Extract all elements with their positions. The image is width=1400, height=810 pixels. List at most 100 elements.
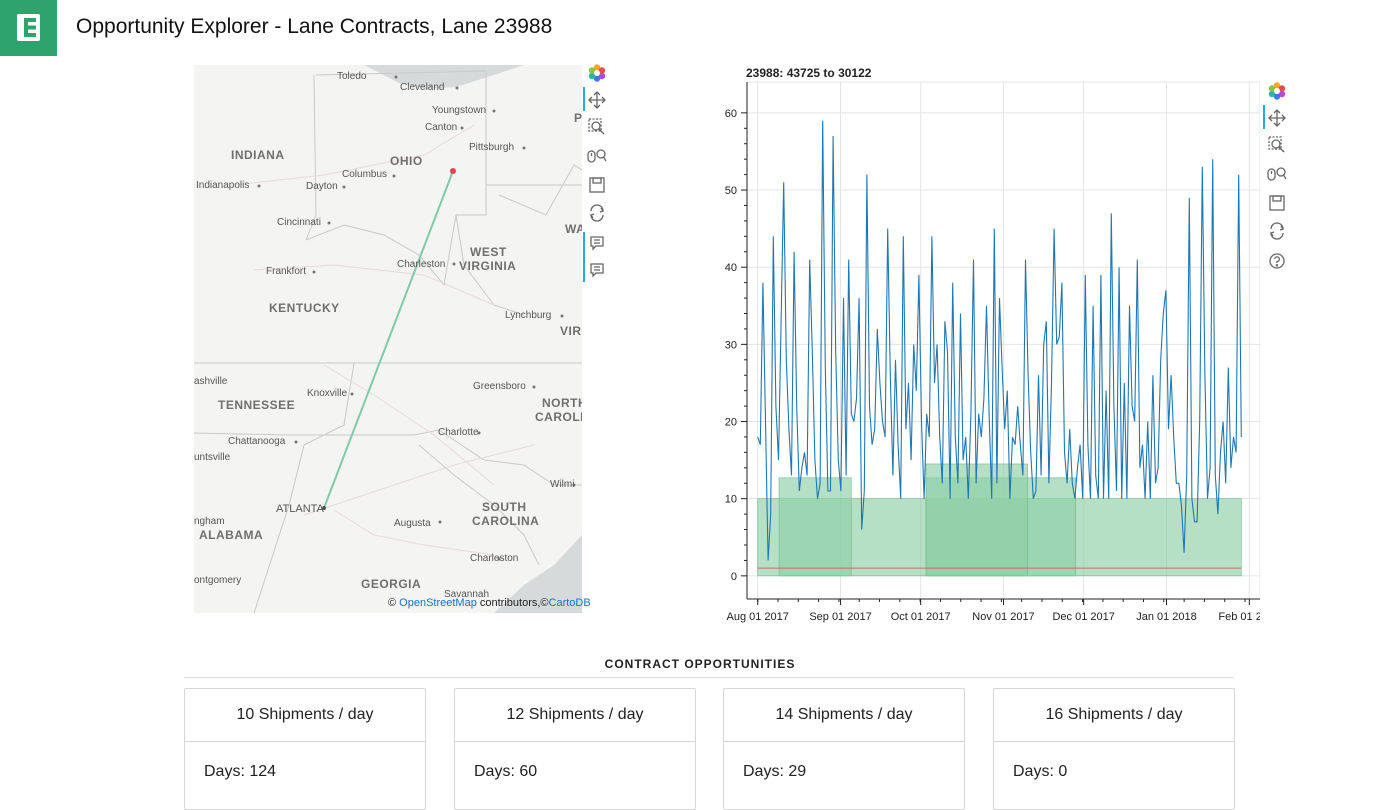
city-label: Canton bbox=[425, 122, 458, 133]
x-tick-label: Aug 01 2017 bbox=[726, 611, 788, 623]
wheel-zoom-icon[interactable] bbox=[585, 145, 609, 167]
city-label: Chattanooga bbox=[228, 436, 286, 447]
city-label: Pittsburgh bbox=[469, 142, 515, 153]
x-tick-label: Oct 01 2017 bbox=[891, 611, 951, 623]
map-attribution: © OpenStreetMap contributors,©CartoDB bbox=[388, 597, 591, 609]
leaf-logo[interactable] bbox=[0, 0, 57, 56]
y-tick-label: 10 bbox=[725, 494, 737, 506]
contract-card[interactable]: 14 Shipments / day Days: 29 bbox=[723, 688, 965, 810]
state-label: GEORGIA bbox=[361, 577, 422, 591]
city-label: Lynchburg bbox=[505, 310, 552, 321]
contract-card-days: Days: 60 bbox=[474, 763, 538, 780]
state-label: CAROLINA bbox=[472, 514, 540, 528]
city-label: Dayton bbox=[306, 181, 338, 192]
state-label: ALABAMA bbox=[199, 528, 264, 542]
state-label: WA bbox=[565, 222, 582, 236]
city-label: Cincinnati bbox=[277, 217, 321, 228]
box-zoom-icon[interactable] bbox=[585, 116, 609, 138]
city-label: Columbus bbox=[342, 169, 388, 180]
bokeh-logo-icon[interactable] bbox=[1265, 80, 1289, 102]
state-label: OHIO bbox=[390, 154, 423, 168]
y-tick-label: 40 bbox=[725, 262, 737, 274]
x-tick-label: Jan 01 2018 bbox=[1136, 611, 1197, 623]
state-label: TENNESSEE bbox=[218, 398, 296, 412]
state-label: KENTUCKY bbox=[269, 301, 340, 315]
city-label: untsville bbox=[194, 452, 231, 463]
contract-card[interactable]: 10 Shipments / day Days: 124 bbox=[184, 688, 426, 810]
route-origin-marker bbox=[450, 168, 456, 174]
shipment-chart[interactable]: 0 10 20 30 40 50 60 Aug 01 2017 Sep 01 2017 Oct 0… bbox=[700, 78, 1260, 628]
state-label: CAROLI bbox=[535, 410, 582, 424]
city-label: ngham bbox=[194, 516, 225, 527]
shipments-line bbox=[757, 120, 1242, 561]
contract-area bbox=[778, 477, 852, 577]
state-label: P bbox=[574, 111, 582, 125]
bokeh-logo-icon[interactable] bbox=[585, 62, 609, 84]
x-tick-label: Nov 01 2017 bbox=[972, 611, 1034, 623]
city-label: Wilmi bbox=[550, 479, 575, 490]
state-label: NORTH bbox=[542, 396, 582, 410]
y-tick-label: 30 bbox=[725, 339, 737, 351]
save-icon[interactable] bbox=[1265, 192, 1289, 214]
section-divider bbox=[184, 677, 1234, 678]
pan-icon[interactable] bbox=[1265, 107, 1289, 129]
contract-card-days: Days: 124 bbox=[204, 763, 277, 780]
city-label: Charleston bbox=[397, 259, 446, 270]
contract-section-title: CONTRACT OPPORTUNITIES bbox=[604, 657, 796, 671]
state-label: VIRGINIA bbox=[459, 259, 517, 273]
pan-icon[interactable] bbox=[585, 89, 609, 111]
route-map[interactable]: INDIANA OHIO WEST VIRGINIA KENTUCKY TENN… bbox=[194, 65, 582, 613]
y-tick-label: 0 bbox=[731, 571, 737, 583]
openstreetmap-link[interactable]: OpenStreetMap bbox=[399, 597, 477, 609]
route-line bbox=[323, 170, 454, 509]
city-label: Knoxville bbox=[307, 388, 348, 399]
chart-title: 23988: 43725 to 30122 bbox=[746, 66, 872, 80]
cartodb-link[interactable]: CartoDB bbox=[548, 597, 591, 609]
city-label: Charleston bbox=[470, 553, 519, 564]
state-label: SOUTH bbox=[482, 500, 527, 514]
map-basemap bbox=[194, 65, 582, 613]
city-label: ATLANTA bbox=[276, 503, 324, 515]
city-label: Indianapolis bbox=[196, 180, 250, 191]
city-label: Charlotte bbox=[438, 427, 479, 438]
state-label: WEST bbox=[470, 245, 507, 259]
attribution-middle: contributors,© bbox=[479, 597, 549, 609]
save-icon[interactable] bbox=[585, 174, 609, 196]
map-toolbar bbox=[583, 62, 609, 286]
y-tick-label: 50 bbox=[725, 185, 737, 197]
hover-icon[interactable] bbox=[585, 232, 609, 254]
city-label: Frankfort bbox=[266, 266, 307, 277]
x-tick-label: Dec 01 2017 bbox=[1052, 611, 1114, 623]
city-label: Greensboro bbox=[473, 381, 526, 392]
hover-icon-2[interactable] bbox=[585, 259, 609, 281]
wheel-zoom-icon[interactable] bbox=[1265, 163, 1289, 185]
x-tick-label: Sep 01 2017 bbox=[809, 611, 871, 623]
contract-area bbox=[925, 463, 1028, 577]
y-tick-label: 60 bbox=[725, 108, 737, 120]
x-tick-label: Feb 01 2018 bbox=[1218, 611, 1260, 623]
chart-toolbar bbox=[1263, 80, 1289, 280]
contract-card-header: 16 Shipments / day bbox=[994, 689, 1234, 742]
city-label: Cleveland bbox=[400, 82, 445, 93]
contract-card-days: Days: 0 bbox=[1013, 763, 1068, 780]
reset-icon[interactable] bbox=[1265, 220, 1289, 242]
y-tick-label: 20 bbox=[725, 417, 737, 429]
city-label: Augusta bbox=[394, 518, 431, 529]
state-label: VIRG bbox=[560, 324, 582, 338]
box-zoom-icon[interactable] bbox=[1265, 134, 1289, 156]
contract-card-header: 12 Shipments / day bbox=[455, 689, 695, 742]
contract-card-header: 10 Shipments / day bbox=[185, 689, 425, 742]
city-label: ontgomery bbox=[194, 575, 242, 586]
contract-card[interactable]: 16 Shipments / day Days: 0 bbox=[993, 688, 1235, 810]
app-header: Opportunity Explorer - Lane Contracts, L… bbox=[0, 0, 1400, 56]
contract-card-days: Days: 29 bbox=[743, 763, 807, 780]
reset-icon[interactable] bbox=[585, 202, 609, 224]
city-label: Toledo bbox=[337, 71, 367, 82]
city-label: Savannah bbox=[444, 589, 490, 600]
attribution-prefix: © bbox=[388, 597, 397, 609]
city-label: ashville bbox=[194, 376, 228, 387]
page-title: Opportunity Explorer - Lane Contracts, L… bbox=[76, 15, 553, 38]
contract-card[interactable]: 12 Shipments / day Days: 60 bbox=[454, 688, 696, 810]
help-icon[interactable] bbox=[1265, 250, 1289, 272]
city-label: Youngstown bbox=[432, 105, 487, 116]
